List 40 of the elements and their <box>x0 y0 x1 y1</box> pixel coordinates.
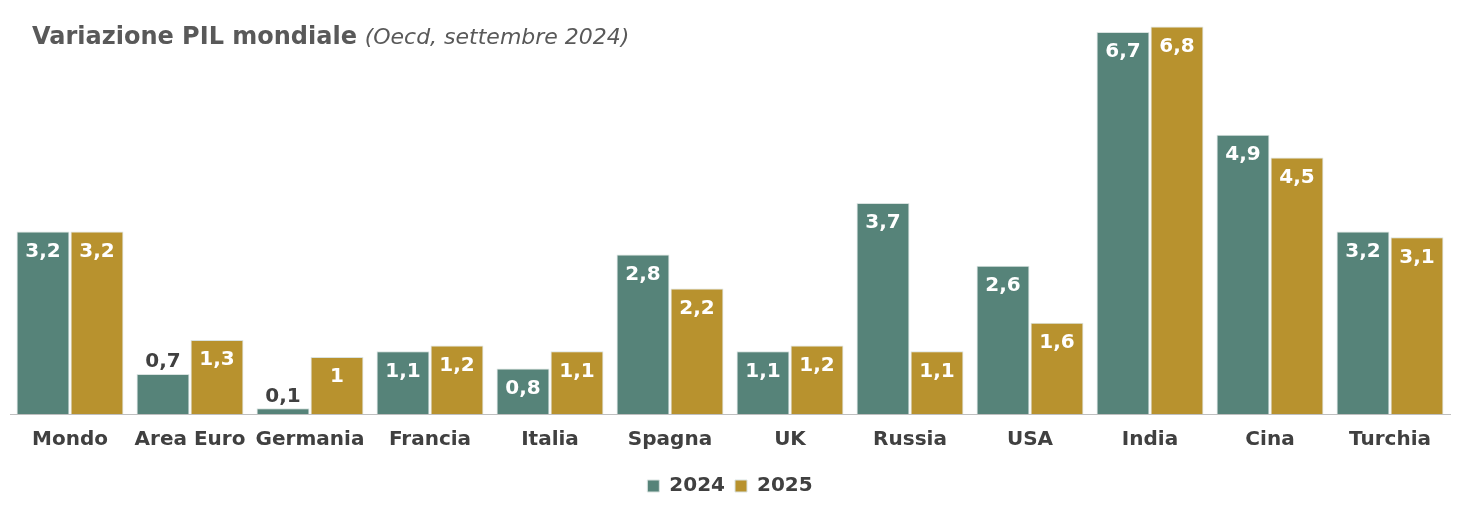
data-label: 3,2 <box>79 237 115 262</box>
x-tick-label: UK <box>774 426 808 451</box>
data-label: 3,1 <box>1399 243 1435 268</box>
data-label: 2,8 <box>625 260 661 285</box>
data-label: 1 <box>330 363 344 388</box>
data-label: 0,7 <box>145 348 181 373</box>
x-tick-label: USA <box>1006 426 1054 451</box>
data-label: 2,2 <box>679 294 715 319</box>
data-label: 1,1 <box>559 357 595 382</box>
data-label: 0,8 <box>505 374 541 399</box>
data-label: 1,1 <box>385 357 421 382</box>
x-tick-label: Russia <box>873 426 947 451</box>
x-tick-label: Spagna <box>627 426 713 451</box>
x-tick-label: Area Euro <box>134 426 246 451</box>
x-tick-label: Mondo <box>32 426 108 451</box>
data-label: 2,6 <box>985 272 1021 296</box>
data-label: 1,2 <box>799 351 835 376</box>
data-label: 3,2 <box>25 237 61 262</box>
x-tick-label: Cina <box>1245 426 1295 451</box>
chart-title: Variazione PIL mondiale <box>32 22 357 50</box>
data-label: 1,1 <box>745 357 781 382</box>
x-tick-label: Francia <box>388 426 472 451</box>
legend-label: 2024 <box>669 472 726 497</box>
data-label: 0,1 <box>265 382 301 407</box>
data-label: 6,7 <box>1105 38 1141 63</box>
x-tick-label: Italia <box>521 426 579 451</box>
data-label: 3,2 <box>1345 237 1381 262</box>
data-label: 1,3 <box>199 346 235 371</box>
chart-subtitle: (Oecd, settembre 2024) <box>364 24 630 49</box>
x-tick-label: India <box>1121 426 1179 451</box>
data-label: 1,6 <box>1039 329 1075 353</box>
data-label: 1,1 <box>919 357 955 382</box>
data-label: 4,9 <box>1225 140 1261 165</box>
x-tick-label: Turchia <box>1349 426 1431 451</box>
x-tick-label: Germania <box>255 426 365 451</box>
legend-label: 2025 <box>757 472 813 497</box>
data-label: 1,2 <box>439 351 475 376</box>
data-label: 3,7 <box>865 209 901 234</box>
data-label: 4,5 <box>1279 163 1315 188</box>
data-label: 6,8 <box>1159 32 1195 57</box>
